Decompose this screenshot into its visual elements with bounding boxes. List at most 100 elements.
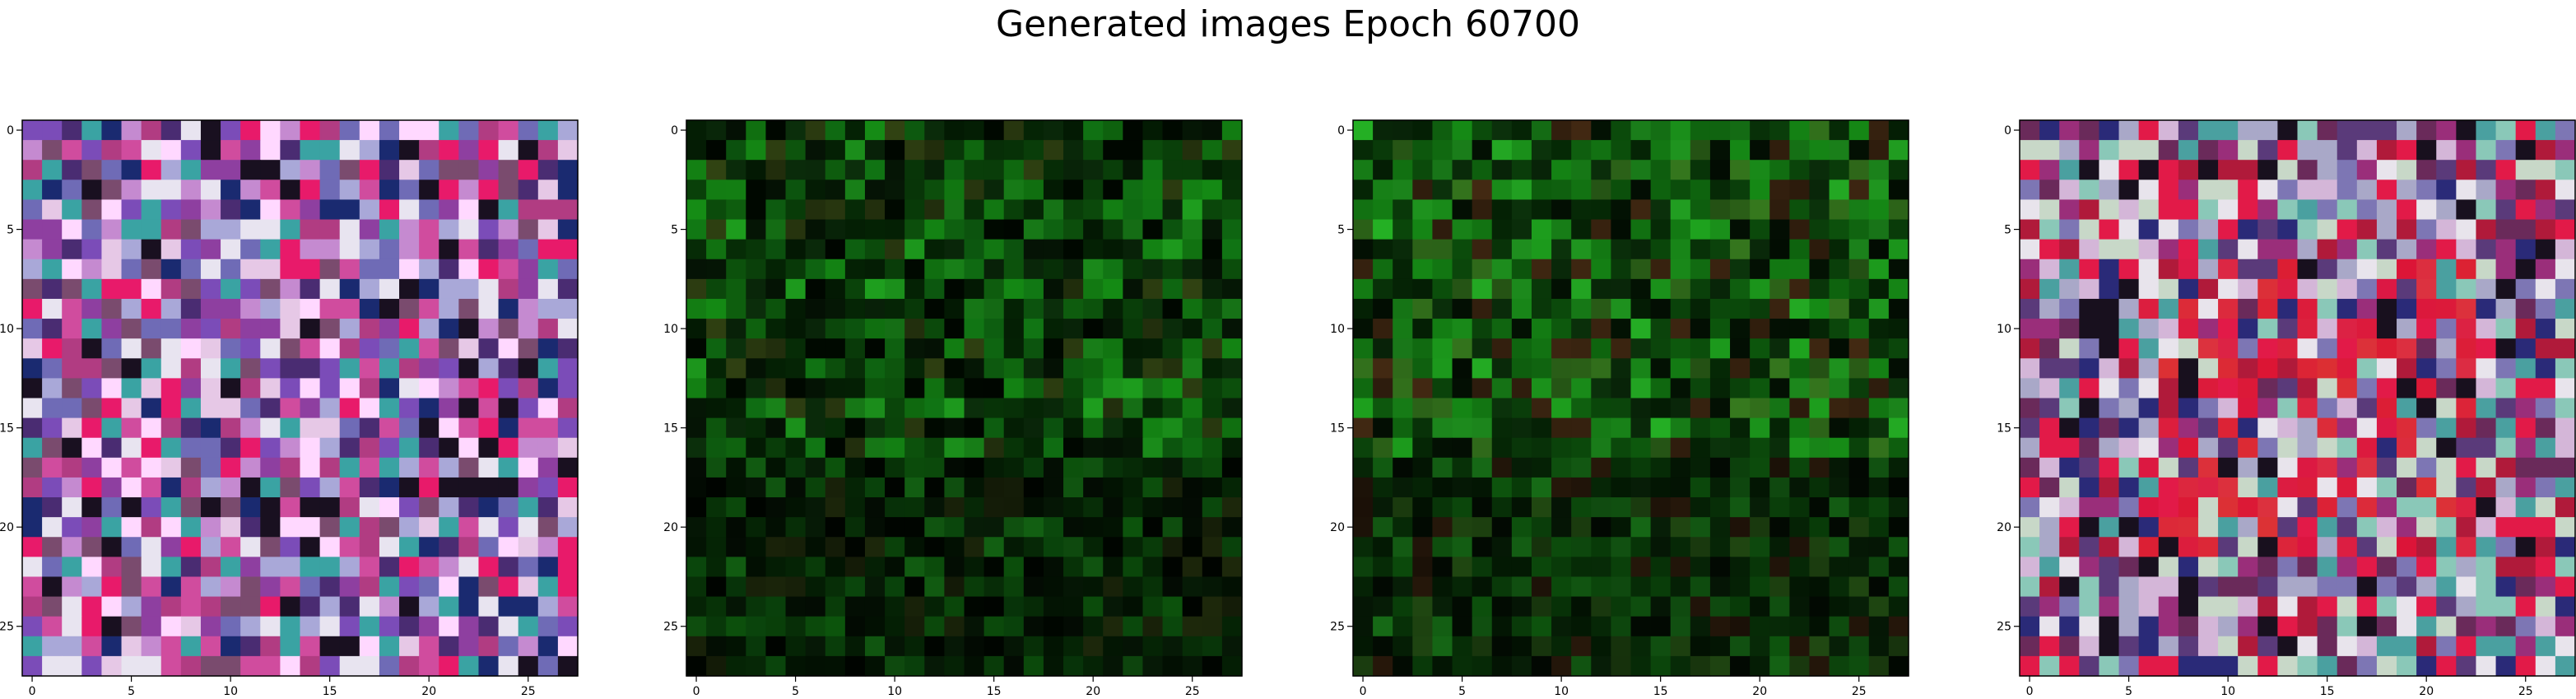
heatmap-cell	[885, 557, 905, 577]
heatmap-cell	[1690, 517, 1711, 538]
y-tick-label: 0	[7, 124, 14, 137]
heatmap-cell	[379, 160, 400, 180]
heatmap-cell	[1571, 517, 1592, 538]
heatmap-cell	[1809, 338, 1830, 359]
heatmap-cell	[419, 597, 439, 617]
heatmap-cell	[746, 378, 766, 398]
heatmap-cell	[1393, 458, 1413, 478]
heatmap-cell	[201, 140, 221, 161]
heatmap-cell	[1353, 438, 1374, 459]
heatmap-cell	[2397, 220, 2417, 240]
heatmap-cell	[1571, 179, 1592, 200]
heatmap-cell	[1769, 576, 1790, 597]
heatmap-cell	[1769, 378, 1790, 398]
heatmap-cell	[240, 160, 261, 180]
heatmap-cell	[1551, 338, 1572, 359]
heatmap-cell	[1889, 597, 1909, 617]
heatmap-cell	[765, 140, 786, 161]
heatmap-cell	[2298, 140, 2318, 161]
heatmap-cell	[2476, 656, 2496, 677]
heatmap-cell	[518, 319, 539, 339]
heatmap-cell	[1083, 279, 1104, 300]
heatmap-cell	[2198, 299, 2219, 319]
heatmap-cell	[2039, 358, 2060, 379]
heatmap-cell	[944, 418, 965, 439]
heatmap-cell	[1690, 299, 1711, 319]
heatmap-cell	[1849, 160, 1870, 180]
heatmap-cell	[1789, 358, 1810, 379]
heatmap-cell	[1373, 220, 1393, 240]
heatmap-cell	[2516, 240, 2536, 260]
heatmap-cell	[142, 319, 162, 339]
heatmap-cell	[1611, 597, 1631, 617]
heatmap-cell	[1183, 656, 1203, 677]
heatmap-cell	[746, 319, 766, 339]
heatmap-cell	[1750, 378, 1770, 398]
heatmap-cell	[865, 458, 886, 478]
heatmap-cell	[885, 378, 905, 398]
heatmap-cell	[1651, 418, 1672, 439]
heatmap-cell	[2357, 259, 2378, 280]
heatmap-cell	[1183, 557, 1203, 577]
heatmap-cell	[2298, 358, 2318, 379]
heatmap-cell	[2298, 199, 2318, 220]
heatmap-cell	[2476, 636, 2496, 657]
heatmap-cell	[1353, 378, 1374, 398]
heatmap-cell	[478, 458, 499, 478]
heatmap-cell	[1123, 259, 1143, 280]
heatmap-cell	[1849, 259, 1870, 280]
heatmap-cell	[2039, 120, 2060, 141]
heatmap-cell	[320, 418, 341, 439]
heatmap-cell	[1412, 378, 1433, 398]
heatmap-cell	[2139, 597, 2160, 617]
heatmap-cell	[2099, 199, 2119, 220]
heatmap-cell	[2139, 160, 2160, 180]
heatmap-cell	[1532, 179, 1552, 200]
heatmap-cell	[2277, 497, 2298, 518]
heatmap-cell	[845, 240, 866, 260]
heatmap-cell	[320, 517, 341, 538]
heatmap-cell	[825, 338, 846, 359]
heatmap-cell	[1869, 458, 1890, 478]
heatmap-cell	[2496, 617, 2517, 637]
heatmap-cell	[1869, 220, 1890, 240]
heatmap-cell	[865, 220, 886, 240]
heatmap-cell	[2277, 140, 2298, 161]
heatmap-cell	[1690, 636, 1711, 657]
heatmap-cell	[965, 378, 985, 398]
heatmap-cell	[2337, 259, 2358, 280]
heatmap-cell	[1222, 259, 1243, 280]
heatmap-cell	[1202, 319, 1223, 339]
heatmap-cell	[81, 299, 102, 319]
heatmap-cell	[1532, 279, 1552, 300]
heatmap-cell	[2456, 517, 2476, 538]
heatmap-cell	[845, 517, 866, 538]
heatmap-cell	[2257, 120, 2278, 141]
heatmap-cell	[2416, 597, 2437, 617]
heatmap-cell	[1849, 636, 1870, 657]
heatmap-cell	[1750, 636, 1770, 657]
heatmap-cell	[1710, 537, 1731, 557]
heatmap-cell	[904, 259, 925, 280]
heatmap-cell	[499, 338, 519, 359]
heatmap-cell	[865, 557, 886, 577]
heatmap-cell	[1163, 279, 1183, 300]
heatmap-cell	[2159, 617, 2179, 637]
heatmap-cell	[22, 597, 43, 617]
heatmap-cell	[1103, 557, 1123, 577]
heatmap-cell	[1083, 537, 1104, 557]
heatmap-cell	[1830, 279, 1850, 300]
heatmap-cell	[280, 517, 300, 538]
heatmap-cell	[2099, 259, 2119, 280]
heatmap-cell	[885, 338, 905, 359]
heatmap-cell	[1472, 220, 1493, 240]
heatmap-cell	[2099, 418, 2119, 439]
heatmap-cell	[458, 299, 479, 319]
heatmap-cell	[1412, 338, 1433, 359]
heatmap-cell	[924, 179, 945, 200]
heatmap-cell	[1183, 438, 1203, 459]
heatmap-cell	[538, 597, 559, 617]
heatmap-cell	[1730, 179, 1751, 200]
heatmap-cell	[1671, 279, 1691, 300]
heatmap-cell	[2357, 120, 2378, 141]
